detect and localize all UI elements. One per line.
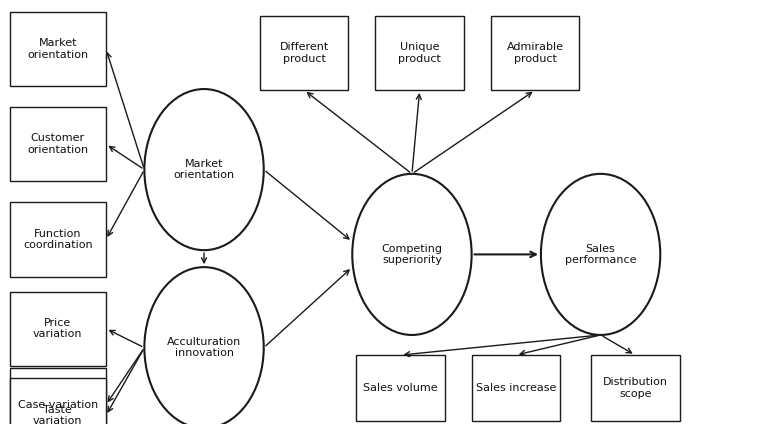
Text: Function
coordination: Function coordination: [23, 229, 92, 250]
Text: Competing
superiority: Competing superiority: [381, 244, 443, 265]
Text: Different
product: Different product: [280, 42, 329, 64]
Ellipse shape: [145, 89, 263, 250]
FancyBboxPatch shape: [356, 355, 445, 421]
FancyBboxPatch shape: [491, 16, 579, 90]
Text: Price
variation: Price variation: [33, 318, 82, 339]
FancyBboxPatch shape: [9, 379, 106, 424]
Text: Sales volume: Sales volume: [363, 383, 437, 393]
FancyBboxPatch shape: [260, 16, 348, 90]
FancyBboxPatch shape: [9, 292, 106, 365]
Text: Sales
performance: Sales performance: [565, 244, 636, 265]
FancyBboxPatch shape: [9, 368, 106, 424]
Text: Distribution
scope: Distribution scope: [603, 377, 668, 399]
Text: Market
orientation: Market orientation: [173, 159, 235, 180]
Text: Acculturation
innovation: Acculturation innovation: [167, 337, 241, 358]
Text: Customer
orientation: Customer orientation: [27, 134, 89, 155]
Text: Market
orientation: Market orientation: [27, 38, 89, 59]
FancyBboxPatch shape: [376, 16, 464, 90]
Text: Admirable
product: Admirable product: [507, 42, 564, 64]
FancyBboxPatch shape: [591, 355, 679, 421]
FancyBboxPatch shape: [9, 203, 106, 277]
Text: Case variation: Case variation: [18, 400, 98, 410]
FancyBboxPatch shape: [9, 12, 106, 86]
Text: Sales increase: Sales increase: [476, 383, 556, 393]
Text: Unique
product: Unique product: [398, 42, 441, 64]
Ellipse shape: [353, 174, 471, 335]
Ellipse shape: [541, 174, 661, 335]
FancyBboxPatch shape: [9, 107, 106, 181]
Ellipse shape: [145, 267, 263, 424]
Text: Taste
variation: Taste variation: [33, 405, 82, 424]
FancyBboxPatch shape: [471, 355, 561, 421]
